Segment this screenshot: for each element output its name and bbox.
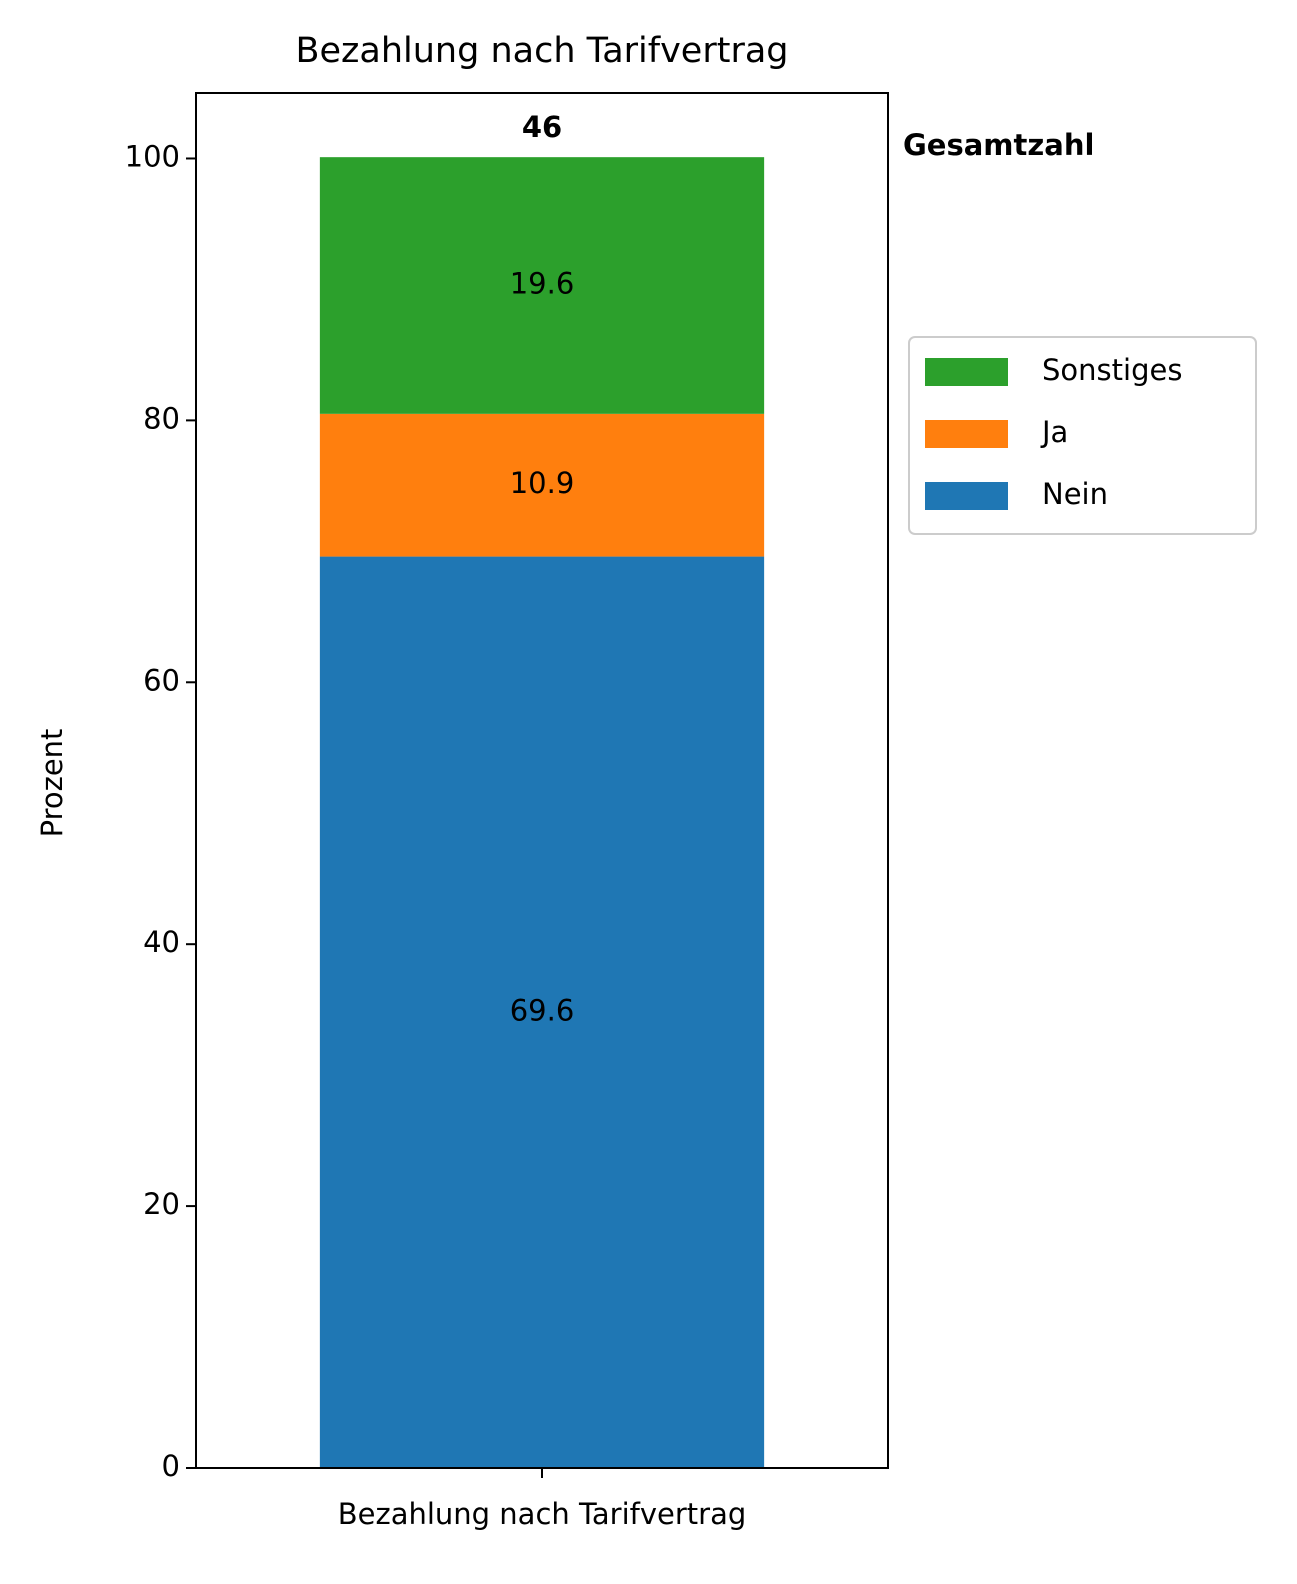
y-axis-label: Prozent	[35, 729, 69, 838]
axes-frame	[195, 92, 889, 1469]
legend-swatch	[925, 358, 1008, 386]
total-value: 46	[522, 110, 562, 144]
legend-swatch	[925, 420, 1008, 448]
legend-label: Ja	[1040, 415, 1068, 449]
y-tick-label: 60	[143, 663, 180, 697]
bar-segment	[319, 556, 765, 1468]
value-label: 19.6	[510, 267, 575, 301]
y-tick-label: 100	[125, 139, 180, 173]
y-tick-label: 80	[143, 401, 180, 435]
legend-label: Sonstiges	[1042, 353, 1182, 387]
chart-title: Bezahlung nach Tarifvertrag	[295, 31, 788, 71]
total-label: Gesamtzahl	[903, 128, 1094, 162]
y-tick-label: 0	[162, 1449, 180, 1483]
bar-segment	[319, 413, 765, 557]
value-label: 69.6	[510, 993, 575, 1027]
y-tick-label: 20	[143, 1187, 180, 1221]
legend-label: Nein	[1042, 477, 1108, 511]
value-label: 10.9	[510, 466, 575, 500]
bar-segment	[319, 157, 765, 414]
x-tick-label: Bezahlung nach Tarifvertrag	[338, 1497, 747, 1531]
legend-swatch	[925, 482, 1008, 510]
y-tick-label: 40	[143, 925, 180, 959]
